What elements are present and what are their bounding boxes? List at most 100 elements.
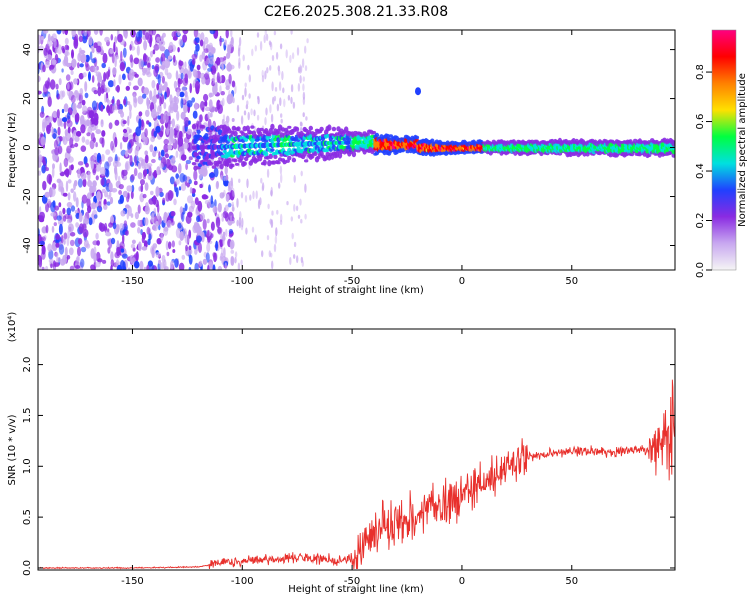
top-x-axis: -150 -100 -50 0 50 — [121, 30, 578, 287]
heatmap-cell — [79, 88, 84, 96]
heatmap-cell — [180, 72, 184, 80]
heatmap-cell — [199, 39, 204, 47]
heatmap-cell — [137, 219, 141, 227]
heatmap-cell — [201, 107, 205, 113]
heatmap-cell — [83, 156, 88, 165]
heatmap-cell — [160, 53, 166, 63]
heatmap-cell — [304, 128, 309, 133]
heatmap-cell — [63, 120, 67, 130]
heatmap-cell — [55, 252, 59, 258]
heatmap-cell — [41, 236, 46, 242]
heatmap-cell — [199, 114, 203, 123]
heatmap-cell — [81, 136, 86, 143]
heatmap-cell — [70, 70, 74, 75]
heatmap-cell — [183, 103, 188, 114]
heatmap-cell — [152, 49, 156, 55]
heatmap-cell — [198, 242, 202, 253]
heatmap-cell — [217, 160, 223, 165]
heatmap-cell — [149, 90, 153, 101]
heatmap-cell — [196, 235, 202, 243]
figure-title: C2E6.2025.308.21.33.R08 — [264, 4, 448, 20]
colorbar-ticks: 0.0 0.2 0.4 0.6 0.8 — [695, 64, 712, 278]
heatmap-cell — [219, 75, 223, 83]
heatmap-cell — [132, 85, 139, 91]
heatmap-cell — [127, 192, 130, 200]
heatmap-cell — [195, 37, 200, 43]
heatmap-cell — [119, 142, 123, 150]
heatmap-cell — [81, 99, 86, 106]
heatmap-cell — [69, 81, 74, 91]
heatmap-cell — [51, 33, 57, 42]
heatmap-cell — [175, 70, 179, 81]
heatmap-cell — [289, 257, 292, 265]
heatmap-cell — [96, 191, 102, 201]
heatmap-cell — [246, 100, 249, 106]
heatmap-cell — [64, 30, 69, 36]
heatmap-cell — [214, 106, 218, 113]
heatmap-cell — [112, 222, 117, 230]
heatmap-cell — [70, 95, 76, 104]
heatmap-cell — [62, 47, 66, 54]
heatmap-cell — [221, 247, 224, 257]
heatmap-cell — [304, 159, 309, 163]
heatmap-cell — [64, 246, 68, 258]
heatmap-cell — [150, 190, 154, 196]
heatmap-cell — [237, 262, 241, 270]
heatmap-cell — [69, 232, 76, 237]
heatmap-cell — [73, 182, 76, 191]
heatmap-cell — [54, 147, 60, 156]
heatmap-cell — [101, 62, 106, 69]
heatmap-cell — [203, 101, 207, 106]
heatmap-cell — [167, 55, 173, 60]
heatmap-cell — [178, 130, 183, 140]
heatmap-cell — [189, 83, 192, 94]
heatmap-cell — [219, 256, 223, 261]
heatmap-cell — [306, 38, 309, 44]
heatmap-cell — [208, 198, 211, 209]
heatmap-cell — [156, 212, 160, 220]
heatmap-cell — [101, 130, 106, 137]
heatmap-cell — [116, 99, 121, 107]
heatmap-cell — [158, 40, 162, 49]
heatmap-cell — [102, 259, 107, 264]
heatmap-cell — [201, 125, 206, 129]
heatmap-cell — [122, 120, 127, 125]
heatmap-cell — [55, 234, 61, 240]
heatmap-cell — [85, 54, 90, 63]
heatmap-cell — [155, 186, 160, 197]
heatmap-cell — [250, 108, 253, 116]
heatmap-cell — [300, 170, 303, 177]
heatmap-cell — [263, 34, 266, 44]
heatmap-cell — [127, 142, 132, 150]
heatmap-cell — [178, 146, 185, 154]
heatmap-cell — [162, 214, 168, 224]
heatmap-cell — [59, 162, 62, 174]
heatmap-cell — [249, 194, 252, 201]
heatmap-cell — [168, 41, 174, 51]
heatmap-cell — [77, 30, 83, 36]
heatmap-cell — [80, 172, 87, 180]
heatmap-cell — [236, 126, 241, 132]
x-tick-label: -100 — [231, 576, 254, 587]
heatmap-cell — [274, 235, 278, 245]
heatmap-cell — [114, 170, 118, 181]
heatmap-cell — [140, 179, 145, 186]
heatmap-cell — [52, 200, 56, 208]
heatmap-cell — [254, 234, 257, 244]
colorbar-tick-label: 0.6 — [695, 114, 706, 130]
heatmap-cell — [153, 169, 158, 179]
heatmap-cell — [148, 122, 152, 127]
heatmap-cell — [271, 81, 274, 92]
x-tick-label: -150 — [121, 576, 144, 587]
heatmap-cell — [276, 161, 281, 165]
heatmap-cell — [175, 150, 179, 158]
heatmap-cell — [122, 47, 127, 58]
heatmap-cell — [223, 40, 227, 46]
heatmap-cell — [164, 81, 168, 92]
heatmap-cell — [45, 202, 49, 213]
heatmap-cell — [290, 84, 294, 93]
heatmap-cell — [224, 212, 229, 222]
heatmap-cell — [126, 185, 133, 192]
heatmap-cell — [153, 207, 157, 215]
